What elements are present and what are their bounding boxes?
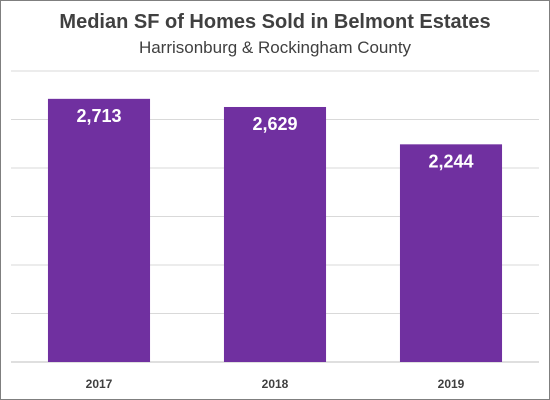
bar-2017 — [47, 98, 151, 363]
chart-subtitle: Harrisonburg & Rockingham County — [138, 38, 412, 57]
x-tick-label-2019: 2019 — [438, 377, 465, 391]
x-tick-label-2018: 2018 — [262, 377, 289, 391]
bar-2019 — [399, 144, 503, 362]
data-label-2019: 2,244 — [428, 151, 473, 171]
data-label-2017: 2,713 — [76, 106, 121, 126]
bar-2018 — [223, 106, 327, 362]
data-label-2018: 2,629 — [252, 114, 297, 134]
x-tick-label-2017: 2017 — [86, 377, 113, 391]
chart-title: Median SF of Homes Sold in Belmont Estat… — [59, 11, 491, 33]
